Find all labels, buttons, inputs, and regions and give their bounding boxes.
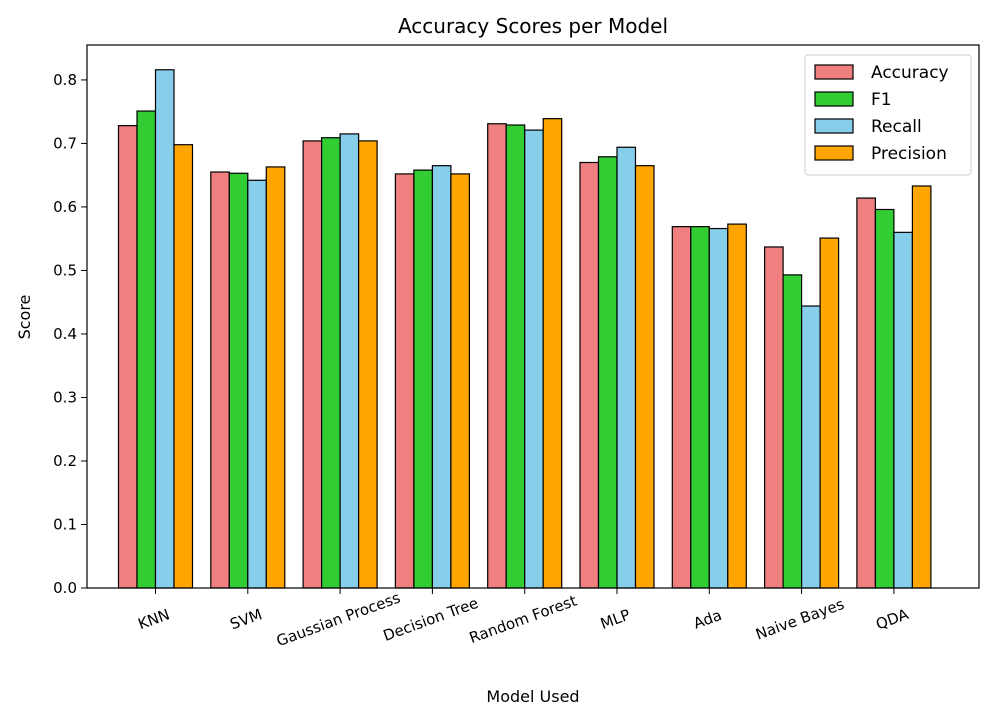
x-tick-label: Ada (691, 606, 724, 633)
bar-precision-knn (173, 144, 194, 589)
bar-accuracy-random-forest (487, 123, 507, 589)
bar-recall-ada (708, 227, 729, 589)
legend-swatch-precision (814, 145, 854, 161)
bar-precision-mlp (634, 165, 655, 589)
bar-recall-naive-bayes (800, 305, 821, 589)
bar-precision-naive-bayes (819, 237, 840, 589)
y-tick-label: 0.0 (53, 579, 77, 597)
y-axis-label: Score (15, 295, 34, 340)
x-tick-label: MLP (598, 606, 633, 633)
legend-swatch-recall (814, 118, 854, 134)
bar-f1-knn (136, 110, 157, 589)
bar-f1-decision-tree (413, 169, 433, 589)
bar-precision-decision-tree (450, 173, 470, 589)
legend-label-precision: Precision (871, 144, 947, 164)
bar-f1-mlp (597, 156, 618, 589)
bar-f1-ada (690, 226, 710, 589)
bar-precision-random-forest (542, 118, 563, 589)
bar-f1-random-forest (505, 124, 526, 589)
bar-f1-naive-bayes (782, 274, 803, 589)
bar-precision-ada (727, 223, 747, 589)
y-tick-label: 0.2 (53, 452, 77, 470)
y-tick-label: 0.6 (53, 198, 77, 216)
y-tick-label: 0.7 (53, 134, 77, 152)
bar-recall-mlp (616, 146, 637, 589)
y-tick-label: 0.1 (53, 515, 77, 533)
x-tick-label: KNN (136, 605, 172, 633)
bar-recall-random-forest (524, 129, 544, 589)
bar-f1-qda (874, 208, 895, 589)
legend-label-accuracy: Accuracy (871, 63, 949, 83)
bars-group (117, 69, 932, 589)
legend-box (804, 54, 972, 176)
bar-recall-decision-tree (431, 165, 452, 589)
bar-accuracy-mlp (579, 161, 600, 589)
bar-recall-gaussian-process (339, 133, 360, 589)
legend: Accuracy F1 Recall Precision (804, 54, 972, 176)
y-tick-label: 0.3 (53, 388, 77, 406)
legend-label-f1: F1 (871, 90, 892, 110)
y-tick-label: 0.5 (53, 261, 77, 279)
x-tick-label: Random Forest (467, 591, 579, 647)
x-tick-label: QDA (873, 605, 911, 634)
chart-title: Accuracy Scores per Model (398, 14, 668, 38)
x-tick-label: SVM (228, 605, 265, 633)
bar-recall-knn (154, 69, 175, 589)
x-axis-label: Model Used (486, 687, 579, 706)
legend-swatch-f1 (814, 91, 854, 107)
legend-swatch-accuracy (814, 64, 854, 80)
bar-accuracy-knn (117, 125, 138, 589)
bar-precision-gaussian-process (358, 140, 378, 589)
bar-accuracy-qda (856, 197, 877, 589)
y-tick-label: 0.8 (53, 71, 77, 89)
legend-label-recall: Recall (871, 117, 922, 137)
bar-recall-svm (247, 179, 267, 589)
bar-precision-qda (911, 185, 932, 589)
x-tick-label: Gaussian Process (274, 588, 403, 650)
bar-precision-svm (265, 166, 286, 589)
bar-accuracy-decision-tree (394, 173, 415, 589)
bar-accuracy-gaussian-process (302, 140, 323, 589)
bar-accuracy-naive-bayes (763, 246, 784, 589)
y-axis: 0.0 0.1 0.2 0.3 0.4 0.5 0.6 0.7 0.8 (53, 71, 87, 597)
bar-f1-svm (228, 172, 249, 589)
y-tick-label: 0.4 (53, 325, 77, 343)
bar-recall-qda (893, 231, 914, 589)
plot-frame (86, 44, 980, 589)
bar-accuracy-ada (671, 226, 692, 589)
bar-f1-gaussian-process (321, 137, 341, 589)
x-tick-label: Naive Bayes (753, 595, 847, 644)
bar-accuracy-svm (210, 171, 230, 589)
